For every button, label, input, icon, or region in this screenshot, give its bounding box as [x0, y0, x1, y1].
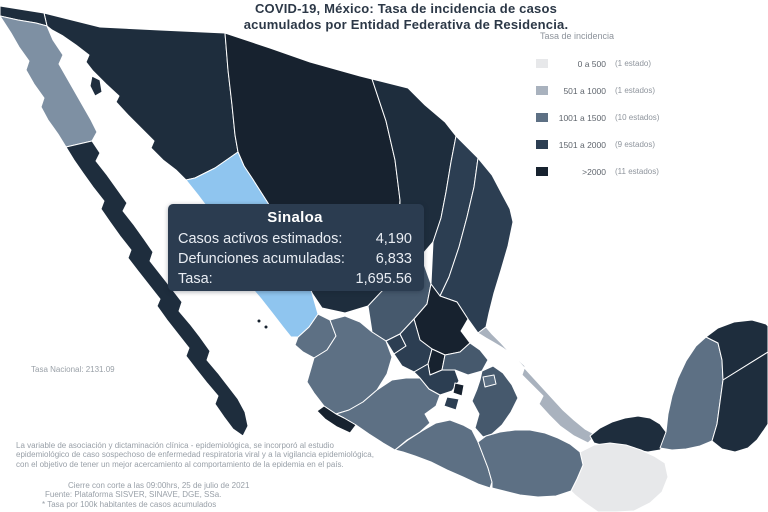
state-tooltip: Sinaloa Casos activos estimados: 4,190 D…	[168, 204, 424, 291]
tooltip-value: 4,190	[375, 231, 412, 247]
source-line: Fuente: Plataforma SISVER, SINAVE, DGE, …	[45, 490, 222, 499]
legend-range: 1001 a 1500	[558, 112, 606, 123]
legend-range: 501 a 1000	[563, 85, 606, 96]
legend-count: (1 estados)	[615, 86, 656, 95]
legend-swatch	[536, 59, 548, 68]
legend-swatch	[536, 86, 548, 95]
legend-header: Tasa de incidencia	[540, 31, 615, 41]
state-campeche[interactable]	[659, 336, 724, 451]
laguna-de-terminos	[647, 407, 663, 417]
tooltip-row-rate: Tasa: 1,695.56	[178, 269, 412, 289]
state-veracruz[interactable]	[477, 326, 597, 444]
legend-range: 1501 a 2000	[558, 139, 606, 150]
legend-swatch	[536, 140, 548, 149]
state-baja-california-sur[interactable]	[65, 140, 249, 437]
closing-date-line: Cierre con corte a las 09:00hrs, 25 de j…	[68, 481, 250, 490]
footnote-line-2: epidemiológico de caso sospechoso de enf…	[16, 450, 374, 460]
state-michoacan[interactable]	[335, 377, 441, 451]
state-puebla[interactable]	[471, 365, 519, 438]
rate-note-line: * Tasa por 100k habitantes de casos acum…	[42, 500, 217, 509]
islas-marias-2	[263, 324, 269, 330]
national-rate: Tasa Nacional: 2131.09	[31, 365, 115, 374]
methodology-footnote: La variable de asociación y dictaminació…	[16, 441, 374, 469]
tooltip-row-active-cases: Casos activos estimados: 4,190	[178, 229, 412, 249]
legend-count: (1 estado)	[615, 59, 652, 68]
state-chiapas[interactable]	[570, 442, 669, 512]
legend-range: >2000	[582, 166, 606, 177]
state-colima[interactable]	[316, 405, 357, 434]
tooltip-label: Casos activos estimados:	[178, 231, 343, 247]
state-oaxaca[interactable]	[477, 429, 584, 498]
tooltip-state-name: Sinaloa	[267, 209, 323, 226]
tooltip-value: 1,695.56	[355, 271, 412, 287]
title-line-2: acumulados por Entidad Federativa de Res…	[243, 16, 569, 32]
legend-count: (9 estados)	[615, 140, 656, 149]
title-line-1: COVID-19, México: Tasa de incidencia de …	[254, 1, 558, 16]
legend-item-0-500: 0 a 500 (1 estado)	[536, 50, 659, 77]
tooltip-label: Tasa:	[178, 271, 213, 287]
legend-item-1501-2000: 1501 a 2000 (9 estados)	[536, 131, 659, 158]
tooltip-row-deaths: Defunciones acumuladas: 6,833	[178, 249, 412, 269]
legend-item-2000-plus: >2000 (11 estados)	[536, 158, 659, 185]
legend-item-501-1000: 501 a 1000 (1 estados)	[536, 77, 659, 104]
legend-count: (11 estados)	[615, 167, 659, 176]
map-legend: Tasa de incidencia 0 a 500 (1 estado) 50…	[536, 31, 659, 185]
state-baja-california[interactable]	[0, 15, 98, 148]
state-yucatan[interactable]	[705, 319, 768, 381]
legend-swatch	[536, 167, 548, 176]
legend-count: (10 estados)	[615, 113, 660, 122]
legend-item-1001-1500: 1001 a 1500 (10 estados)	[536, 104, 659, 131]
isla-tiburon	[89, 75, 103, 97]
footnote-line-1: La variable de asociación y dictaminació…	[16, 441, 334, 450]
tooltip-label: Defunciones acumuladas:	[178, 251, 345, 267]
legend-swatch	[536, 113, 548, 122]
state-morelos[interactable]	[443, 396, 460, 411]
state-mexico[interactable]	[413, 363, 460, 396]
state-cdmx[interactable]	[452, 382, 465, 397]
islas-marias	[256, 318, 262, 324]
tooltip-value: 6,833	[375, 251, 412, 267]
state-tlaxcala[interactable]	[482, 374, 497, 388]
footnote-line-3: con el objetivo de tener un mejor acerca…	[16, 459, 344, 469]
state-quintana-roo[interactable]	[711, 351, 768, 453]
legend-range: 0 a 500	[577, 58, 606, 69]
page-title: COVID-19, México: Tasa de incidencia de …	[186, 1, 626, 32]
